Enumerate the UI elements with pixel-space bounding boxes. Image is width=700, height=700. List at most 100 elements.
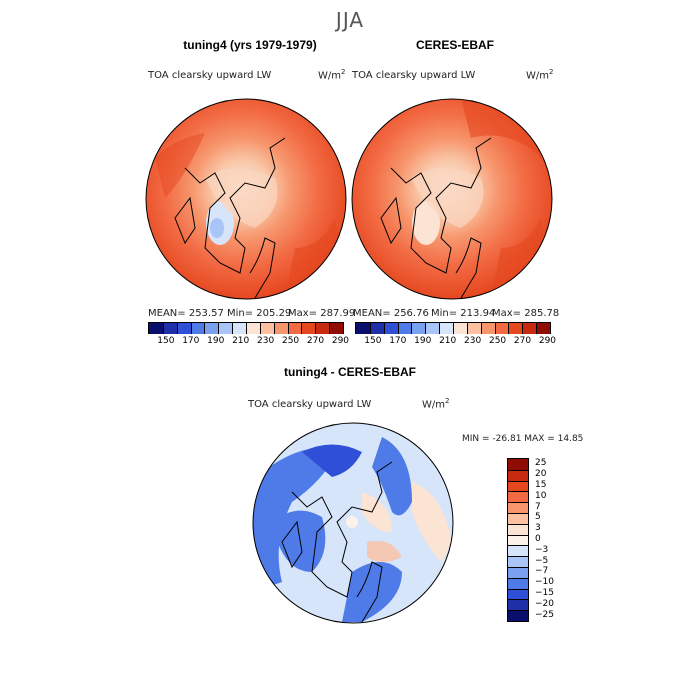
diff-panel-title: tuning4 - CERES-EBAF <box>284 365 416 379</box>
colorbar-tick-label: 230 <box>257 336 275 346</box>
diff-colorbar-swatch <box>508 588 528 600</box>
colorbar-swatch <box>190 323 205 334</box>
diff-colorbar-tick-label: 3 <box>535 523 541 534</box>
colorbar-swatch <box>397 323 412 334</box>
colorbar-swatch <box>508 323 523 334</box>
colorbar-swatch <box>356 323 370 334</box>
panel-1-mean: MEAN= 253.57 <box>148 308 224 319</box>
diff-colorbar <box>507 458 529 622</box>
colorbar-tick-label: 190 <box>414 336 432 346</box>
diff-colorbar-tick-label: −15 <box>535 588 554 598</box>
diff-colorbar-swatch <box>508 469 528 481</box>
diff-colorbar-tick-label: 25 <box>535 458 547 469</box>
colorbar-swatch <box>259 323 274 334</box>
colorbar-swatch <box>425 323 440 334</box>
diff-colorbar-swatch <box>508 556 528 567</box>
diff-panel-minmax: MIN = -26.81 MAX = 14.85 <box>462 434 584 444</box>
colorbar-tick-label: 290 <box>331 336 350 346</box>
colorbar-swatch <box>218 323 233 334</box>
colorbar-swatch <box>315 323 330 334</box>
panel-2-polar-map <box>351 98 553 300</box>
panel-1-title: tuning4 (yrs 1979-1979) <box>183 38 317 52</box>
diff-colorbar-swatch <box>508 534 528 546</box>
panel-2-mean: MEAN= 256.76 <box>353 308 429 319</box>
colorbar-tick-label: 250 <box>488 336 507 346</box>
diff-panel-variable: TOA clearsky upward LW <box>248 399 372 410</box>
colorbar-swatch <box>204 323 219 334</box>
colorbar-tick-label: 210 <box>439 336 457 346</box>
diff-colorbar-ticks: 25 20 15 10 7 5 3 0 −3 −5 −7 −10 −15 −20 −25 <box>535 458 575 622</box>
colorbar-swatch <box>439 323 453 334</box>
diff-colorbar-tick-label: −3 <box>535 544 549 555</box>
colorbar-swatch <box>494 323 509 334</box>
colorbar-swatch <box>232 323 246 334</box>
panel-2-title: CERES-EBAF <box>415 38 494 52</box>
diff-colorbar-swatch <box>508 567 528 578</box>
diff-colorbar-tick-label: −25 <box>535 609 554 620</box>
diff-colorbar-tick-label: 5 <box>535 512 541 523</box>
diff-colorbar-swatch <box>508 480 528 492</box>
colorbar-swatch <box>301 323 316 334</box>
colorbar-swatch <box>522 323 537 334</box>
diff-colorbar-swatch <box>508 491 528 503</box>
colorbar-tick-label: 150 <box>157 336 175 346</box>
diff-colorbar-tick-label: 7 <box>535 501 541 512</box>
diff-colorbar-tick-label: 15 <box>535 480 547 490</box>
diff-colorbar-tick-label: −5 <box>535 555 549 566</box>
diff-colorbar-tick-label: 10 <box>535 490 547 501</box>
diff-colorbar-swatch <box>508 459 528 470</box>
colorbar-swatch <box>369 323 384 334</box>
panel-1-variable: TOA clearsky upward LW <box>148 70 272 81</box>
colorbar-tick-label: 270 <box>306 336 325 346</box>
panel-1-max: Max= 287.99 <box>288 308 356 319</box>
diff-polar-map <box>252 422 454 624</box>
panel-2-max: Max= 285.78 <box>492 308 560 319</box>
colorbar-swatch <box>536 323 550 334</box>
colorbar-tick-label: 290 <box>538 336 557 346</box>
colorbar-swatch <box>287 323 302 334</box>
panel-1-min: Min= 205.29 <box>227 308 292 319</box>
colorbar-tick-label: 190 <box>207 336 225 346</box>
colorbar-swatch <box>383 323 398 334</box>
diff-colorbar-tick-label: 0 <box>535 534 541 544</box>
diff-colorbar-swatch <box>508 599 528 611</box>
colorbar-swatch <box>411 323 426 334</box>
diff-colorbar-tick-label: −10 <box>535 577 554 588</box>
panel-2-min: Min= 213.94 <box>431 308 496 319</box>
diff-colorbar-swatch <box>508 610 528 621</box>
panel-1-units: W/m2 <box>318 68 346 82</box>
colorbar-tick-label: 170 <box>389 336 407 346</box>
colorbar-swatch <box>162 323 177 334</box>
diff-colorbar-swatch <box>508 513 528 524</box>
panel-1-colorbar <box>148 322 344 334</box>
colorbar-tick-label: 170 <box>182 336 200 346</box>
colorbar-swatch <box>466 323 481 334</box>
diff-colorbar-swatch <box>508 577 528 589</box>
colorbar-swatch <box>453 323 467 334</box>
colorbar-swatch <box>176 323 191 334</box>
colorbar-tick-label: 210 <box>232 336 250 346</box>
colorbar-swatch <box>329 323 343 334</box>
colorbar-swatch <box>246 323 260 334</box>
colorbar-tick-label: 250 <box>281 336 300 346</box>
diff-colorbar-swatch <box>508 545 528 557</box>
diff-colorbar-swatch <box>508 523 528 535</box>
colorbar-tick-label: 150 <box>364 336 382 346</box>
diff-colorbar-swatch <box>508 502 528 513</box>
colorbar-swatch <box>149 323 163 334</box>
diff-colorbar-tick-label: 20 <box>535 469 547 480</box>
panel-1-polar-map <box>145 98 347 300</box>
diff-colorbar-tick-label: −20 <box>535 598 554 609</box>
colorbar-swatch <box>273 323 288 334</box>
panel-2-colorbar <box>355 322 551 334</box>
season-title: JJA <box>335 8 365 32</box>
diff-panel-units: W/m2 <box>422 397 450 411</box>
panel-2-variable: TOA clearsky upward LW <box>352 70 476 81</box>
colorbar-tick-label: 230 <box>464 336 482 346</box>
panel-2-colorbar-ticks: 150 170 190 210 230 250 270 290 <box>355 336 556 348</box>
colorbar-swatch <box>480 323 495 334</box>
panel-1-colorbar-ticks: 150 170 190 210 230 250 270 290 <box>148 336 349 348</box>
colorbar-tick-label: 270 <box>513 336 532 346</box>
diff-colorbar-tick-label: −7 <box>535 566 549 577</box>
panel-2-units: W/m2 <box>526 68 554 82</box>
